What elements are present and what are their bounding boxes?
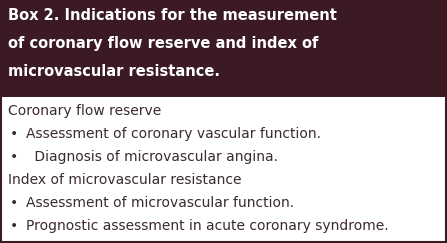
Text: Box 2. Indications for the measurement: Box 2. Indications for the measurement <box>8 8 337 23</box>
Text: Diagnosis of microvascular angina.: Diagnosis of microvascular angina. <box>30 150 278 164</box>
Text: •: • <box>10 196 18 210</box>
Text: •: • <box>10 150 18 164</box>
Text: of coronary flow reserve and index of: of coronary flow reserve and index of <box>8 36 318 51</box>
Text: Assessment of microvascular function.: Assessment of microvascular function. <box>26 196 294 210</box>
Text: Prognostic assessment in acute coronary syndrome.: Prognostic assessment in acute coronary … <box>26 219 388 233</box>
Text: •: • <box>10 219 18 233</box>
Text: microvascular resistance.: microvascular resistance. <box>8 64 220 79</box>
Text: Index of microvascular resistance: Index of microvascular resistance <box>8 173 241 187</box>
Bar <box>1 1 446 97</box>
Text: •: • <box>10 127 18 141</box>
Text: Assessment of coronary vascular function.: Assessment of coronary vascular function… <box>26 127 321 141</box>
Text: Coronary flow reserve: Coronary flow reserve <box>8 104 161 118</box>
